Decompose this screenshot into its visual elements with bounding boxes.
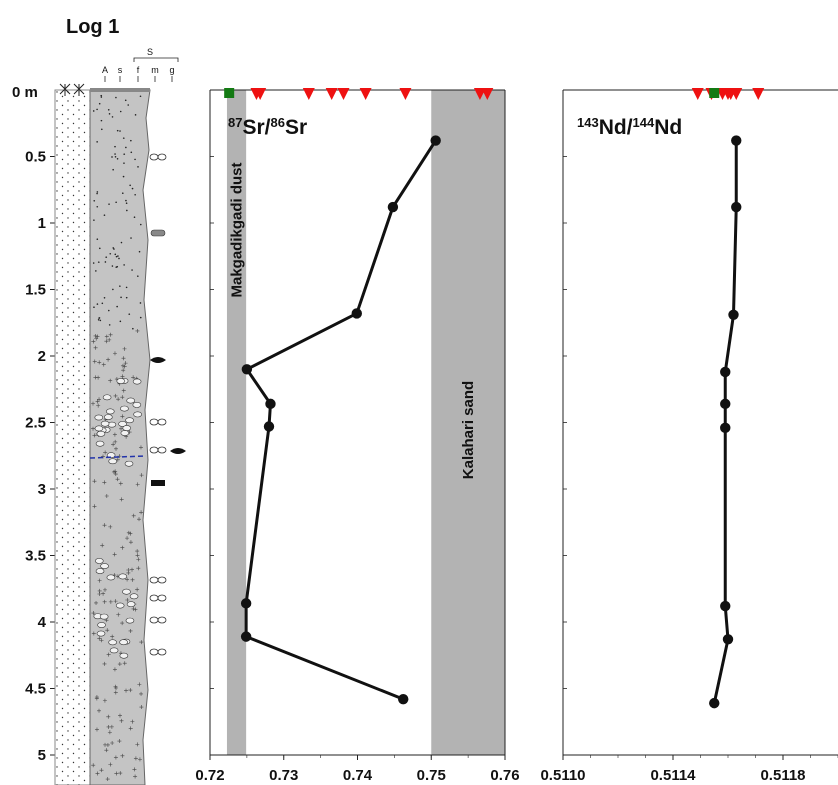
depth-tick-label: 3 xyxy=(38,481,46,498)
band-label: Makgadikgadi dust xyxy=(229,162,246,297)
depth-tick-label: 2.5 xyxy=(25,415,46,432)
red-triangle-marker xyxy=(730,88,743,100)
data-point xyxy=(240,631,252,642)
red-triangle-marker xyxy=(254,88,267,100)
data-point xyxy=(387,201,399,213)
title-element: Sr/ xyxy=(242,116,270,139)
data-point xyxy=(351,308,362,319)
nodule-pair-icon xyxy=(149,648,167,656)
red-triangle-marker xyxy=(691,88,704,100)
sediment-texture xyxy=(91,94,144,782)
red-triangle-marker xyxy=(359,88,372,100)
data-point xyxy=(731,135,742,146)
header-col-a: A xyxy=(102,65,108,75)
nodule-pair-icon xyxy=(149,153,167,161)
title-element: Nd/ xyxy=(599,116,633,139)
header-col-m: m xyxy=(151,65,159,75)
band-label: Kalahari sand xyxy=(460,381,477,479)
nodule-pair-icon xyxy=(149,594,167,602)
root-cast-icon xyxy=(170,448,186,454)
data-point xyxy=(722,634,734,645)
green-square-marker xyxy=(709,88,720,98)
x-tick-label: 0.5118 xyxy=(760,767,805,784)
sr-panel: Makgadikgadi dust Kalahari sand 0.72 0.73 0.… xyxy=(195,88,520,784)
nodule-pair-icon xyxy=(149,576,167,584)
nd-panel: 0.5110 0.5114 0.5118 143Nd/144Nd xyxy=(540,88,838,784)
x-tick-label: 0.73 xyxy=(269,767,298,784)
data-point xyxy=(240,598,252,609)
depth-tick-label: 1.5 xyxy=(25,282,46,299)
data-point xyxy=(263,421,275,432)
nodule-pair-icon xyxy=(149,418,167,426)
dune-sand-texture xyxy=(55,90,90,785)
nodule-pair-icon xyxy=(149,446,167,454)
depth-tick-label: 3.5 xyxy=(25,548,46,565)
x-tick-label: 0.74 xyxy=(343,767,373,784)
depth-unit-label: 0 m xyxy=(12,84,38,101)
data-point xyxy=(731,201,742,213)
log-title: Log 1 xyxy=(66,16,119,38)
data-point xyxy=(720,398,731,410)
title-element: Nd xyxy=(654,116,682,139)
red-triangle-marker xyxy=(481,88,494,100)
data-point xyxy=(398,693,409,705)
depth-tick-label: 0.5 xyxy=(25,149,46,166)
data-point xyxy=(430,135,441,146)
title-element: Sr xyxy=(285,116,307,139)
grass-icon xyxy=(73,83,85,96)
red-triangle-marker xyxy=(752,88,765,100)
horizon-line xyxy=(89,455,147,459)
reference-band xyxy=(431,90,505,755)
panel-title: 87Sr/86Sr xyxy=(228,115,307,140)
x-tick-label: 0.5114 xyxy=(650,767,696,784)
series-line xyxy=(712,140,738,704)
plant-symbols xyxy=(59,83,85,96)
depth-axis: 0 m 0.5 1 1.5 2 2.5 3 3.5 4 4.5 5 xyxy=(12,84,55,764)
root-cast-icon xyxy=(150,357,166,363)
data-point xyxy=(265,398,276,410)
red-triangle-marker xyxy=(337,88,350,100)
red-triangle-marker xyxy=(302,88,315,100)
grain-size-group-label: S xyxy=(147,47,153,57)
data-point xyxy=(720,600,731,612)
sediment-column xyxy=(89,89,151,785)
green-square-marker xyxy=(224,88,235,98)
header-col-g: g xyxy=(169,65,174,75)
red-triangle-marker xyxy=(325,88,338,100)
depth-tick-label: 2 xyxy=(38,348,46,365)
clay-lens-icon xyxy=(150,229,166,237)
depth-tick-label: 4.5 xyxy=(25,681,46,698)
data-point xyxy=(728,309,739,320)
data-point xyxy=(709,697,720,709)
data-point xyxy=(720,422,731,434)
reference-band xyxy=(226,90,247,755)
x-tick-label: 0.75 xyxy=(417,767,446,784)
title-superscript: 143 xyxy=(577,115,599,130)
charcoal-icon xyxy=(151,480,165,486)
grain-size-bracket xyxy=(133,57,179,62)
panel-title: 143Nd/144Nd xyxy=(577,115,682,140)
log-header: S A s f m g xyxy=(102,47,179,82)
x-tick-label: 0.76 xyxy=(490,767,519,784)
depth-tick-label: 5 xyxy=(38,747,46,764)
x-tick-label: 0.5110 xyxy=(540,767,585,784)
data-point xyxy=(720,366,731,378)
title-superscript: 144 xyxy=(633,115,655,130)
log-top-surface xyxy=(90,88,150,92)
data-point xyxy=(241,364,253,375)
depth-tick-label: 4 xyxy=(38,614,47,631)
title-superscript: 87 xyxy=(228,115,242,130)
lithology-log: S A s f m g xyxy=(54,47,186,785)
grass-icon xyxy=(59,83,71,96)
red-triangle-marker xyxy=(399,88,412,100)
title-superscript: 86 xyxy=(270,115,284,130)
x-tick-label: 0.72 xyxy=(195,767,224,784)
header-col-f: f xyxy=(137,65,140,75)
nodule-pair-icon xyxy=(149,616,167,624)
series-line xyxy=(244,139,437,701)
header-col-s: s xyxy=(118,65,123,75)
depth-tick-label: 1 xyxy=(38,215,46,232)
log-symbols xyxy=(149,153,186,656)
